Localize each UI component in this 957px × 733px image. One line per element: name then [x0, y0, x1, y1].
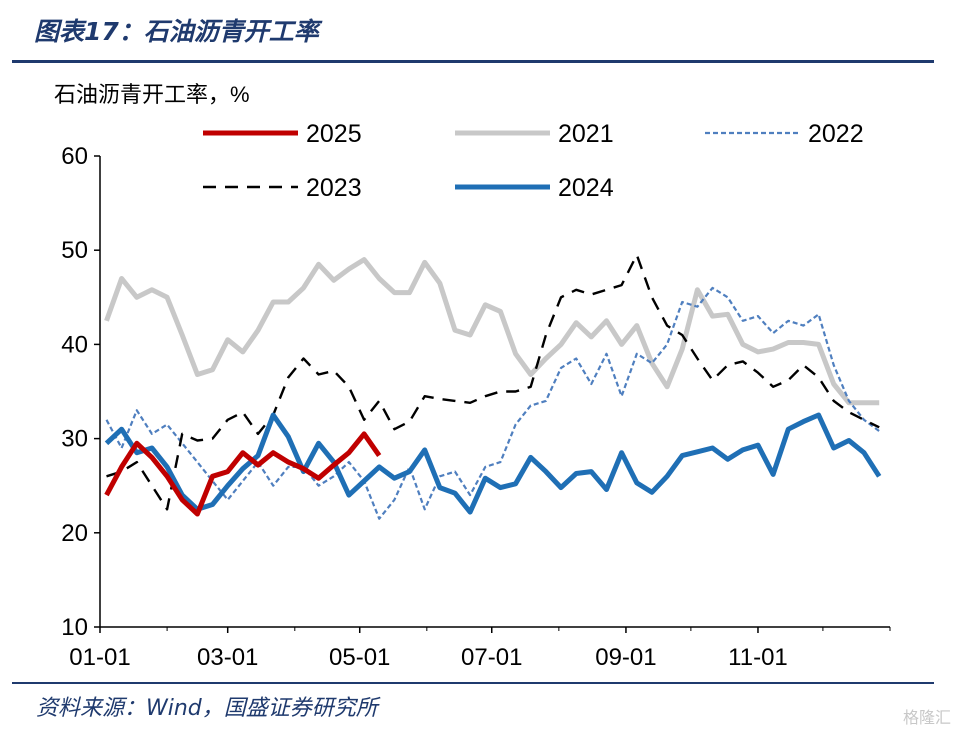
title-divider [12, 60, 934, 63]
figure-title: 图表17：石油沥青开工率 [34, 17, 319, 46]
series-line-2022 [105, 286, 880, 520]
y-tick-label: 60 [61, 143, 88, 170]
series-layer [104, 253, 882, 520]
legend-label-2023: 2023 [306, 174, 362, 202]
legend-label-2025: 2025 [306, 120, 362, 148]
footer-divider [12, 682, 934, 684]
y-tick-label: 50 [61, 237, 88, 264]
legend-label-2022: 2022 [808, 120, 864, 148]
series-line-2025 [104, 431, 382, 517]
x-tick-label: 07-01 [461, 644, 522, 671]
x-tick-label: 03-01 [197, 644, 258, 671]
series-line-2021 [104, 257, 880, 406]
x-tick-label: 05-01 [329, 644, 390, 671]
series-line-2024 [104, 412, 882, 515]
watermark: 格隆汇 [902, 708, 951, 727]
series-line-2023 [106, 253, 880, 511]
source-note: 资料来源：Wind，国盛证券研究所 [36, 696, 378, 721]
legend: 2025 2021 2022 2023 2024 [203, 120, 864, 202]
x-tick-label: 01-01 [69, 644, 130, 671]
y-tick-label: 40 [61, 331, 88, 358]
x-tick-label: 11-01 [728, 644, 788, 671]
y-tick-label: 10 [61, 614, 88, 641]
legend-label-2024: 2024 [558, 174, 614, 202]
x-tick-label: 09-01 [595, 644, 656, 671]
y-tick-label: 30 [61, 426, 88, 453]
legend-label-2021: 2021 [558, 120, 614, 148]
y-axis-label: 石油沥青开工率，% [54, 82, 250, 107]
axes: 10 20 30 40 50 60 01-01 03-01 05-01 07-01 09-01 11-… [61, 143, 891, 671]
y-tick-label: 20 [61, 520, 88, 547]
